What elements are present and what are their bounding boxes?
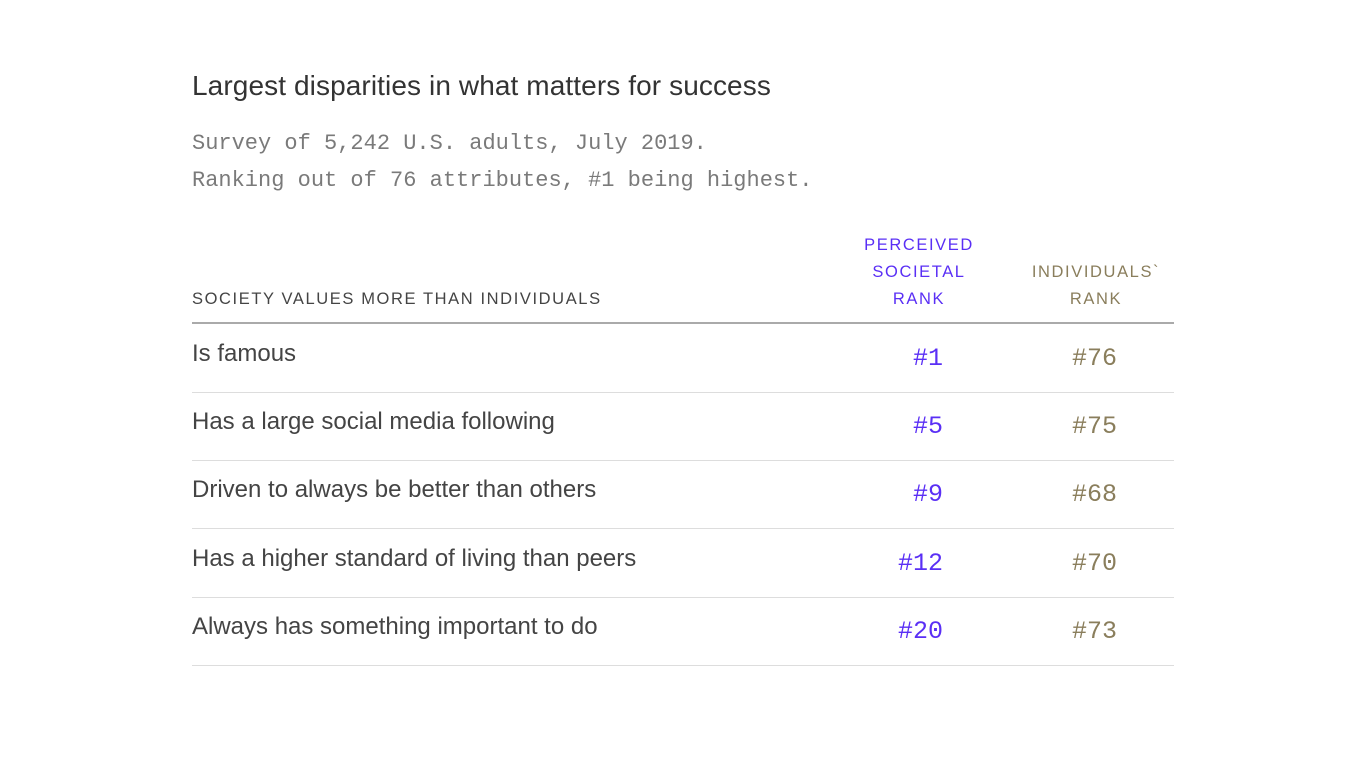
societal-rank: #5 [912, 412, 943, 442]
header-line: PERCEIVED [864, 236, 974, 254]
table-row: Has a higher standard of living than pee… [192, 529, 1174, 598]
column-header-individual: INDIVIDUALS` RANK [1016, 259, 1176, 313]
chart-title: Largest disparities in what matters for … [192, 70, 771, 101]
row-label: Driven to always be better than others [192, 476, 597, 504]
individual-rank: #75 [1072, 412, 1118, 442]
table-row: Driven to always be better than others #9… [192, 460, 1174, 530]
table-row: Is famous #1 #76 [192, 324, 1174, 393]
table-row: Always has something important to do #20 #… [192, 597, 1174, 666]
header-line: RANK [892, 290, 946, 308]
individual-rank: #76 [1072, 344, 1118, 373]
individual-rank: #70 [1072, 548, 1118, 578]
row-label: Is famous [192, 340, 297, 367]
societal-rank: #1 [912, 344, 943, 373]
societal-rank: #9 [912, 480, 943, 510]
header-line: RANK [1069, 290, 1123, 308]
individual-rank: #73 [1072, 616, 1118, 646]
societal-rank: #20 [897, 616, 943, 646]
table-row: Has a large social media following #5 #75 [192, 392, 1174, 462]
societal-rank: #12 [897, 548, 943, 578]
header-divider [192, 322, 1174, 324]
row-label: Has a large social media following [192, 408, 555, 436]
subtitle-line: Ranking out of 76 attributes, #1 being h… [192, 168, 813, 193]
header-line: SOCIETAL [872, 263, 966, 281]
column-header-societal: PERCEIVED SOCIETAL RANK [850, 232, 988, 313]
individual-rank: #68 [1072, 480, 1118, 510]
row-label: Has a higher standard of living than pee… [192, 544, 637, 572]
header-line: INDIVIDUALS` [1031, 263, 1161, 281]
subtitle-line: Survey of 5,242 U.S. adults, July 2019. [192, 131, 707, 156]
column-header-attribute: SOCIETY VALUES MORE THAN INDIVIDUALS [192, 290, 602, 308]
row-label: Always has something important to do [192, 612, 598, 640]
